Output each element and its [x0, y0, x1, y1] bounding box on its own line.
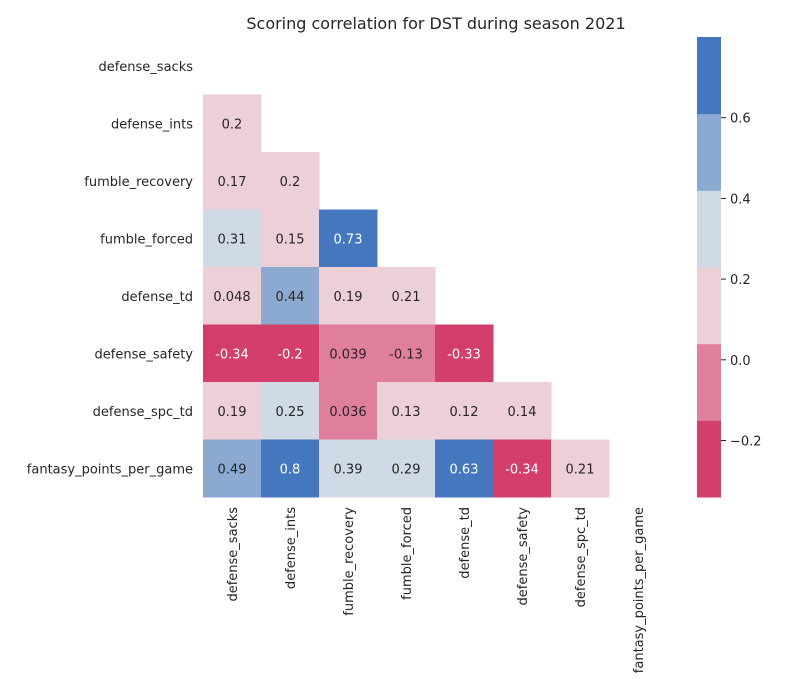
col-tick-label: fumble_forced: [400, 507, 415, 600]
cell-value-label: 0.17: [218, 175, 247, 190]
heatmap-cell: [435, 382, 494, 440]
heatmap-cell: [261, 152, 320, 210]
col-tick-label: defense_ints: [284, 507, 299, 589]
cell-value-label: 0.29: [392, 462, 421, 477]
cell-value-label: 0.31: [218, 232, 247, 247]
cell-value-label: -0.34: [215, 347, 249, 362]
row-tick-label: defense_sacks: [98, 60, 193, 75]
colorbar-segment: [697, 343, 721, 421]
cell-value-label: 0.039: [329, 347, 366, 362]
cell-value-label: -0.2: [277, 347, 302, 362]
heatmap-cell: [261, 209, 320, 268]
heatmap-cell: [261, 267, 320, 325]
colorbar-tick-label: 0.2: [730, 273, 751, 288]
cell-value-label: 0.39: [334, 462, 363, 477]
heatmap-cell: [435, 439, 494, 498]
heatmap-cell: [261, 382, 320, 440]
heatmap-cell: [203, 267, 262, 325]
col-tick-label: defense_sacks: [226, 507, 241, 602]
cell-value-label: 0.048: [213, 290, 250, 305]
row-tick-label: defense_ints: [111, 117, 193, 132]
cell-value-label: 0.19: [218, 405, 247, 420]
cell-value-label: 0.19: [334, 290, 363, 305]
heatmap-cell: [261, 324, 320, 383]
cell-value-label: 0.49: [218, 462, 247, 477]
cell-value-label: 0.21: [566, 462, 595, 477]
cell-value-label: 0.63: [450, 462, 479, 477]
cell-value-label: 0.25: [276, 405, 305, 420]
heatmap-cell: [261, 439, 320, 498]
cell-value-label: -0.33: [447, 347, 481, 362]
col-tick-label: defense_spc_td: [574, 507, 589, 607]
colorbar-segment: [697, 37, 721, 115]
colorbar-tick-label: 0.0: [730, 354, 751, 369]
heatmap-cell: [203, 209, 262, 268]
heatmap-cell: [551, 439, 610, 498]
heatmap-cell: [203, 382, 262, 440]
colorbar-segment: [697, 420, 721, 498]
heatmap-cell: [203, 439, 262, 498]
chart-title: Scoring correlation for DST during seaso…: [246, 14, 625, 33]
heatmap-cell: [377, 382, 436, 440]
cell-value-label: -0.34: [505, 462, 539, 477]
colorbar-tick-label: 0.6: [730, 112, 751, 127]
heatmap-cell: [377, 439, 436, 498]
colorbar: −0.2 0.0 0.2 0.4 0.6: [697, 37, 762, 498]
heatmap-cell: [319, 209, 378, 268]
colorbar-segment: [697, 190, 721, 268]
heatmap-cell: [435, 324, 494, 383]
heatmap-cell: [377, 267, 436, 325]
cell-value-label: 0.8: [280, 462, 301, 477]
cell-value-label: 0.14: [508, 405, 537, 420]
cell-value-label: 0.73: [334, 232, 363, 247]
row-tick-labels: defense_sacks defense_ints fumble_recovery…: [27, 60, 194, 478]
cell-value-label: 0.2: [280, 175, 301, 190]
row-tick-label: fumble_forced: [100, 232, 193, 247]
colorbar-tick-label: −0.2: [730, 435, 762, 450]
col-tick-label: defense_td: [458, 507, 473, 579]
cell-value-label: 0.44: [276, 290, 305, 305]
cell-value-label: 0.036: [329, 405, 366, 420]
cell-value-label: 0.21: [392, 290, 421, 305]
heatmap-cell: [203, 152, 262, 210]
cell-value-label: 0.13: [392, 405, 421, 420]
cell-value-label: -0.13: [389, 347, 423, 362]
heatmap-cell: [319, 382, 378, 440]
col-tick-labels: defense_sacks defense_ints fumble_recovery…: [226, 507, 647, 674]
cell-value-label: 0.15: [276, 232, 305, 247]
cell-value-label: 0.2: [222, 117, 243, 132]
heatmap-cells: 0.2 0.17 0.2 0.31 0.15 0.73 0.048 0.44 0.19 0.21 -…: [203, 94, 610, 498]
heatmap-cell: [377, 324, 436, 383]
heatmap-cell: [493, 439, 552, 498]
heatmap-cell: [319, 439, 378, 498]
colorbar-tick-label: 0.4: [730, 192, 751, 207]
row-tick-label: defense_safety: [95, 347, 194, 362]
col-tick-label: defense_safety: [516, 507, 531, 606]
heatmap-cell: [319, 267, 378, 325]
col-tick-label: fantasy_points_per_game: [632, 507, 647, 673]
heatmap-cell: [319, 324, 378, 383]
heatmap-cell: [203, 324, 262, 383]
cell-value-label: 0.12: [450, 405, 479, 420]
col-tick-label: fumble_recovery: [342, 507, 357, 616]
row-tick-label: fumble_recovery: [84, 175, 193, 190]
heatmap-cell: [203, 94, 262, 153]
row-tick-label: fantasy_points_per_game: [27, 462, 193, 477]
colorbar-segment: [697, 113, 721, 191]
row-tick-label: defense_spc_td: [93, 405, 193, 420]
row-tick-label: defense_td: [121, 290, 193, 305]
colorbar-segment: [697, 267, 721, 345]
heatmap-cell: [493, 382, 552, 440]
